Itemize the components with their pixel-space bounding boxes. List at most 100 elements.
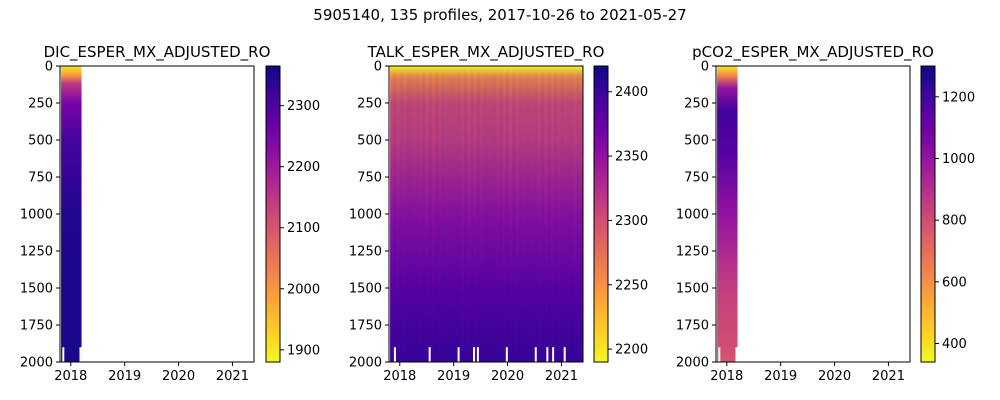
x-tick-label: 2021 — [545, 369, 578, 384]
profile-stripe — [428, 66, 432, 362]
profile-stripe — [425, 66, 429, 362]
profile-stripe — [409, 66, 413, 362]
profile-stripe — [444, 66, 448, 362]
profile-stripe — [438, 66, 442, 362]
y-tick-label: 1750 — [20, 319, 53, 334]
x-tick-label: 2018 — [383, 369, 416, 384]
profile-stripe — [525, 66, 529, 362]
colorbar-tick-label: 1000 — [942, 152, 975, 167]
panel-title: TALK_ESPER_MX_ADJUSTED_RO — [367, 43, 605, 62]
profile-stripe — [457, 66, 461, 362]
x-tick-label: 2020 — [162, 369, 195, 384]
missing-data-gap — [457, 347, 460, 362]
y-tick-label: 1500 — [349, 282, 382, 297]
y-tick-label: 1750 — [676, 319, 709, 334]
colorbar-tick-label: 1900 — [287, 343, 320, 358]
profile-stripe — [419, 66, 423, 362]
y-tick-label: 750 — [684, 171, 709, 186]
colorbar-tick-label: 2300 — [615, 214, 648, 229]
missing-data-gap — [505, 347, 508, 362]
heatmap-field — [61, 66, 82, 362]
profile-stripe — [406, 66, 410, 362]
plot-area — [60, 66, 254, 362]
profile-stripe — [528, 66, 532, 362]
y-tick-label: 2000 — [349, 356, 382, 371]
profile-stripe — [550, 66, 555, 362]
profile-stripe — [447, 66, 452, 362]
colorbar-tick-label: 2200 — [615, 343, 648, 358]
profile-stripe — [518, 66, 522, 362]
profile-stripe — [412, 66, 416, 362]
colorbar — [265, 65, 281, 363]
y-tick-label: 1500 — [20, 282, 53, 297]
missing-data-gap — [563, 347, 566, 362]
profile-stripe — [393, 66, 397, 362]
y-tick-label: 1250 — [676, 245, 709, 260]
missing-data-gap — [428, 347, 431, 362]
y-tick-label: 0 — [701, 60, 709, 75]
y-tick-label: 1250 — [20, 245, 53, 260]
profile-stripe — [454, 66, 458, 362]
colorbar-tick-label: 2200 — [287, 160, 320, 175]
profile-stripe — [441, 66, 445, 362]
profile-stripe — [492, 66, 497, 362]
panel-1: DIC_ESPER_MX_ADJUSTED_RO0 250 500 750 1000 12… — [20, 43, 320, 384]
colorbar — [593, 65, 609, 363]
profile-stripe — [402, 66, 407, 362]
missing-data-gap — [476, 347, 479, 362]
profile-stripe — [547, 66, 551, 362]
y-tick-label: 250 — [684, 97, 709, 112]
colorbar-tick-label: 2000 — [287, 282, 320, 297]
y-tick-label: 2000 — [20, 356, 53, 371]
x-tick-label: 2021 — [216, 369, 249, 384]
x-tick-label: 2019 — [437, 369, 470, 384]
colorbar-tick-label: 1200 — [942, 90, 975, 105]
y-tick-label: 250 — [357, 97, 382, 112]
profile-stripe — [502, 66, 506, 362]
profile-stripe — [496, 66, 500, 362]
colorbar-tick-label: 2300 — [287, 99, 320, 114]
surface-layer — [390, 66, 583, 80]
profile-stripe — [467, 66, 471, 362]
colorbar-tick-label: 2400 — [615, 85, 648, 100]
y-tick-label: 500 — [28, 134, 53, 149]
profile-stripe — [473, 66, 477, 362]
x-tick-label: 2018 — [54, 369, 87, 384]
colorbar-tick-label: 600 — [942, 275, 967, 290]
colorbar-tick-label: 2250 — [615, 278, 648, 293]
profile-stripe — [512, 66, 516, 362]
colorbar-tick-label: 400 — [942, 337, 967, 352]
missing-data-gap — [534, 347, 537, 362]
panel-title: pCO2_ESPER_MX_ADJUSTED_RO — [692, 43, 934, 62]
y-tick-label: 500 — [357, 134, 382, 149]
y-tick-label: 500 — [684, 134, 709, 149]
y-tick-label: 2000 — [676, 356, 709, 371]
panel-2: TALK_ESPER_MX_ADJUSTED_RO0 250 500 750 1000 1… — [349, 43, 648, 384]
y-tick-label: 750 — [357, 171, 382, 186]
profile-stripe — [563, 66, 567, 362]
profile-stripe — [557, 66, 561, 362]
colorbar-tick-label: 2100 — [287, 221, 320, 236]
profile-stripe — [470, 66, 474, 362]
x-tick-label: 2020 — [491, 369, 524, 384]
x-tick-label: 2018 — [710, 369, 743, 384]
missing-data-gap — [718, 347, 721, 362]
profile-stripe — [476, 66, 481, 362]
panel-3: pCO2_ESPER_MX_ADJUSTED_RO0 250 500 750 1000 1… — [676, 43, 975, 384]
profile-stripe — [499, 66, 503, 362]
profile-stripe — [554, 66, 558, 362]
profile-stripe — [576, 66, 580, 362]
profile-stripe — [570, 66, 574, 362]
profile-stripe — [464, 66, 468, 362]
missing-data-gap — [552, 347, 555, 362]
x-tick-label: 2021 — [872, 369, 905, 384]
profile-stripe — [480, 66, 484, 362]
profile-stripe — [509, 66, 513, 362]
plot-area — [716, 66, 910, 362]
colorbar-tick-label: 800 — [942, 214, 967, 229]
y-tick-label: 1000 — [676, 208, 709, 223]
missing-data-gap — [735, 347, 738, 362]
profile-stripe — [541, 66, 545, 362]
profile-stripe — [415, 66, 420, 362]
